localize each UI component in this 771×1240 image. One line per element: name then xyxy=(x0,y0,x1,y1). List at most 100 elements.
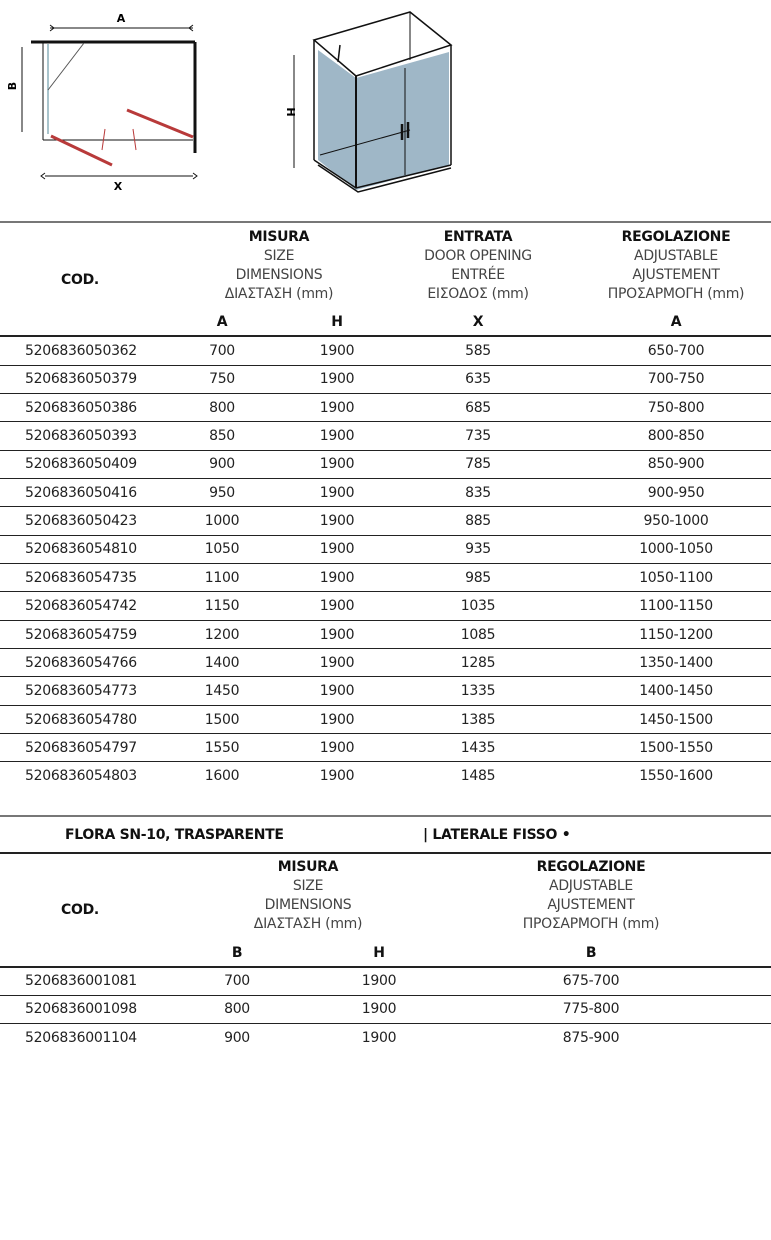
code-cell: 5206836050423 xyxy=(25,513,137,530)
row-divider xyxy=(0,1022,771,1024)
code-cell: 5206836050386 xyxy=(25,399,137,416)
cod-header: COD. xyxy=(61,902,99,918)
value-cell: 1400-1450 xyxy=(639,683,713,700)
value-cell: 750 xyxy=(209,371,235,388)
value-cell: 935 xyxy=(465,541,491,558)
code-cell: 5206836050362 xyxy=(25,343,137,359)
value-cell: 1100 xyxy=(204,569,240,586)
sub-header: B xyxy=(231,945,243,961)
row-divider xyxy=(0,591,771,593)
value-cell: 1485 xyxy=(460,768,496,785)
value-cell: 1400 xyxy=(204,654,240,671)
value-cell: 650-700 xyxy=(647,343,705,359)
size-header: SIZE xyxy=(263,248,295,264)
value-cell: 775-800 xyxy=(562,1001,620,1018)
row-divider xyxy=(0,562,771,564)
value-cell: 985 xyxy=(465,569,491,586)
value-cell: 1285 xyxy=(460,654,496,671)
value-cell: 1900 xyxy=(361,973,397,989)
entry-header: ΕΙΣΟΔΟΣ (mm) xyxy=(427,286,529,302)
value-cell: 1900 xyxy=(319,428,355,445)
value-cell: 1050-1100 xyxy=(639,569,713,586)
value-cell: 1335 xyxy=(460,683,496,700)
value-cell: 1900 xyxy=(319,371,355,388)
adj-header: AJUSTEMENT xyxy=(547,897,635,913)
row-divider xyxy=(0,733,771,735)
value-cell: 850 xyxy=(209,428,235,445)
plan-view-diagram xyxy=(21,24,198,180)
value-cell: 1000 xyxy=(204,513,240,530)
value-cell: 1035 xyxy=(460,598,496,615)
value-cell: 900 xyxy=(209,456,235,473)
row-divider xyxy=(0,421,771,423)
value-cell: 950-1000 xyxy=(643,513,709,530)
value-cell: 950 xyxy=(209,484,235,501)
value-cell: 1900 xyxy=(319,541,355,558)
adj-header: REGOLAZIONE xyxy=(536,859,646,875)
value-cell: 1900 xyxy=(319,768,355,785)
cod-header: COD. xyxy=(61,272,99,288)
sub-header: B xyxy=(585,945,597,961)
row-divider xyxy=(0,966,771,968)
value-cell: 785 xyxy=(465,456,491,473)
size-header: ΔΙΑΣΤΑΣΗ (mm) xyxy=(253,916,363,932)
row-divider xyxy=(0,392,771,394)
value-cell: 1900 xyxy=(319,569,355,586)
code-cell: 5206836050393 xyxy=(25,428,137,445)
row-divider xyxy=(0,506,771,508)
code-cell: 5206836050379 xyxy=(25,371,137,388)
entry-header: DOOR OPENING xyxy=(424,248,532,264)
value-cell: 800 xyxy=(209,399,235,416)
entry-header: ENTRÉE xyxy=(451,267,505,283)
value-cell: 1900 xyxy=(361,1001,397,1018)
code-cell: 5206836001098 xyxy=(25,1001,137,1018)
value-cell: 1900 xyxy=(319,598,355,615)
value-cell: 585 xyxy=(465,343,491,359)
row-divider xyxy=(0,852,771,854)
value-cell: 1350-1400 xyxy=(639,654,713,671)
sub-header: A xyxy=(216,314,228,330)
row-divider xyxy=(0,761,771,763)
size-header: MISURA xyxy=(248,229,310,245)
value-cell: 900-950 xyxy=(647,484,705,501)
value-cell: 1150 xyxy=(204,598,240,615)
row-divider xyxy=(0,335,771,337)
adj-header: ΠΡΟΣΑΡΜΟΓΗ (mm) xyxy=(607,286,745,302)
value-cell: 850-900 xyxy=(647,456,705,473)
value-cell: 675-700 xyxy=(562,973,620,989)
size-header: SIZE xyxy=(292,878,324,894)
3d-view-diagram xyxy=(293,11,453,193)
value-cell: 1900 xyxy=(319,484,355,501)
value-cell: 700-750 xyxy=(647,371,705,388)
size-header: ΔΙΑΣΤΑΣΗ (mm) xyxy=(224,286,334,302)
size-header: DIMENSIONS xyxy=(264,897,352,913)
sub-header: X xyxy=(472,314,484,330)
code-cell: 5206836054810 xyxy=(25,541,137,558)
value-cell: 1150-1200 xyxy=(639,626,713,643)
sub-header: H xyxy=(331,314,343,330)
label-b: B xyxy=(6,82,19,90)
value-cell: 1385 xyxy=(460,711,496,728)
value-cell: 1435 xyxy=(460,739,496,756)
row-divider xyxy=(0,648,771,649)
table-title: FLORA SN-10, TRASPARENTE xyxy=(65,827,284,843)
code-cell: 5206836054797 xyxy=(25,739,137,756)
value-cell: 1900 xyxy=(319,654,355,671)
adj-header: ADJUSTABLE xyxy=(549,878,633,894)
label-h: H xyxy=(284,107,297,116)
size-header: DIMENSIONS xyxy=(235,267,323,283)
value-cell: 1900 xyxy=(319,399,355,416)
code-cell: 5206836054773 xyxy=(25,683,137,700)
row-divider xyxy=(0,619,771,621)
code-cell: 5206836001081 xyxy=(25,973,137,989)
value-cell: 1600 xyxy=(204,768,240,785)
row-divider xyxy=(0,704,771,706)
value-cell: 1900 xyxy=(319,456,355,473)
value-cell: 700 xyxy=(209,343,235,359)
label-a: A xyxy=(117,12,126,25)
size-header: MISURA xyxy=(277,859,339,875)
adj-header: ADJUSTABLE xyxy=(634,248,718,264)
value-cell: 1450-1500 xyxy=(639,711,713,728)
row-divider xyxy=(0,676,771,678)
value-cell: 1100-1150 xyxy=(639,598,713,615)
